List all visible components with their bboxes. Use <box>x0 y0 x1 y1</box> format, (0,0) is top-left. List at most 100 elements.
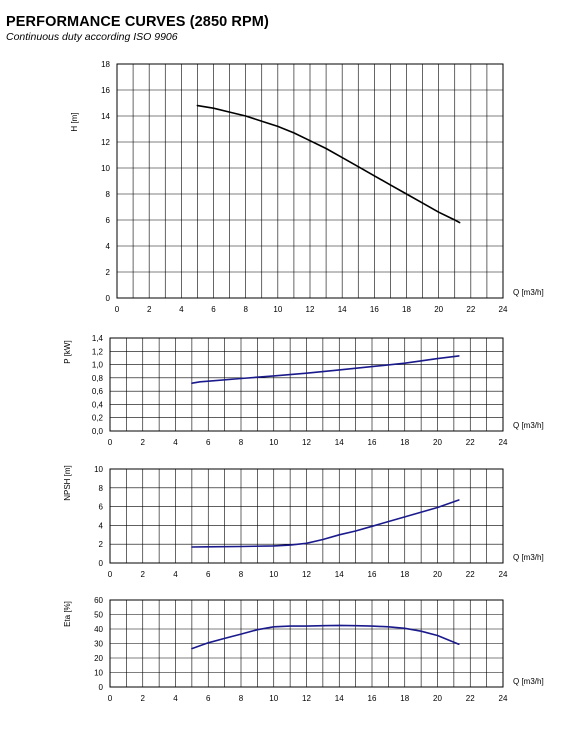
x-tick-label: 8 <box>239 570 244 579</box>
y-tick-label: 0,6 <box>92 387 104 396</box>
x-tick-label: 12 <box>302 694 311 703</box>
x-tick-label: 22 <box>466 438 475 447</box>
x-tick-label: 20 <box>434 305 443 314</box>
y-tick-label: 20 <box>94 654 103 663</box>
x-tick-label: 4 <box>173 570 178 579</box>
chart-power: 0 2 4 6 8 10 12 14 16 18 20 22 240,00,20,40,60,81,01… <box>63 334 544 447</box>
y-tick-label: 6 <box>106 216 111 225</box>
x-tick-label: 18 <box>402 305 411 314</box>
x-tick-label: 14 <box>335 570 344 579</box>
x-tick-label: 12 <box>302 570 311 579</box>
x-tick-label: 8 <box>243 305 248 314</box>
y-tick-label: 12 <box>101 138 110 147</box>
y-axis-label: H [m] <box>70 112 79 131</box>
y-tick-label: 1,0 <box>92 361 104 370</box>
x-tick-label: 12 <box>302 438 311 447</box>
x-tick-label: 16 <box>368 570 377 579</box>
y-tick-label: 10 <box>101 164 110 173</box>
x-tick-label: 16 <box>370 305 379 314</box>
y-tick-label: 0,4 <box>92 400 104 409</box>
x-tick-label: 24 <box>499 305 508 314</box>
x-axis-label: Q [m3/h] <box>513 677 544 686</box>
y-tick-label: 40 <box>94 625 103 634</box>
y-tick-label: 10 <box>94 465 103 474</box>
x-tick-label: 8 <box>239 694 244 703</box>
x-tick-label: 18 <box>400 570 409 579</box>
x-tick-label: 14 <box>335 694 344 703</box>
x-tick-label: 2 <box>141 570 146 579</box>
x-tick-label: 22 <box>466 694 475 703</box>
y-tick-label: 0,0 <box>92 427 104 436</box>
x-axis-label: Q [m3/h] <box>513 421 544 430</box>
x-tick-label: 10 <box>269 570 278 579</box>
y-tick-label: 8 <box>99 484 104 493</box>
x-tick-label: 0 <box>115 305 120 314</box>
y-tick-label: 2 <box>99 540 104 549</box>
x-axis-label: Q [m3/h] <box>513 553 544 562</box>
y-tick-label: 0 <box>106 294 111 303</box>
y-tick-label: 0,2 <box>92 414 104 423</box>
x-tick-label: 24 <box>499 570 508 579</box>
plot-frame <box>109 468 504 564</box>
x-tick-label: 10 <box>269 694 278 703</box>
y-tick-label: 0 <box>99 683 104 692</box>
x-tick-label: 24 <box>499 694 508 703</box>
page-subtitle: Continuous duty according ISO 9906 <box>6 31 178 43</box>
y-tick-label: 30 <box>94 640 103 649</box>
y-axis-label: Eta [%] <box>63 601 72 627</box>
y-tick-label: 14 <box>101 112 110 121</box>
series-line-head <box>196 104 461 224</box>
x-tick-label: 24 <box>499 438 508 447</box>
x-tick-label: 2 <box>147 305 152 314</box>
x-axis-label: Q [m3/h] <box>513 288 544 297</box>
page-title: PERFORMANCE CURVES (2850 RPM) <box>6 14 269 30</box>
x-tick-label: 20 <box>433 570 442 579</box>
x-tick-label: 22 <box>466 305 475 314</box>
series-line-npsh <box>191 499 460 548</box>
y-axis-label: P [kW] <box>63 340 72 363</box>
y-tick-label: 1,2 <box>92 347 104 356</box>
x-tick-label: 20 <box>433 438 442 447</box>
x-tick-label: 8 <box>239 438 244 447</box>
x-tick-label: 16 <box>368 438 377 447</box>
x-tick-label: 4 <box>173 694 178 703</box>
y-tick-label: 60 <box>94 596 103 605</box>
series-line-efficiency <box>191 624 460 650</box>
x-tick-label: 6 <box>206 438 211 447</box>
series-line-power <box>191 355 460 385</box>
y-axis-label: NPSH [m] <box>63 465 72 501</box>
x-tick-label: 4 <box>173 438 178 447</box>
y-tick-label: 8 <box>106 190 111 199</box>
x-tick-label: 12 <box>306 305 315 314</box>
y-tick-label: 18 <box>101 60 110 69</box>
x-tick-label: 6 <box>211 305 216 314</box>
x-tick-label: 6 <box>206 694 211 703</box>
x-tick-label: 22 <box>466 570 475 579</box>
x-tick-label: 16 <box>368 694 377 703</box>
y-tick-label: 4 <box>106 242 111 251</box>
y-tick-label: 16 <box>101 86 110 95</box>
x-tick-label: 0 <box>108 438 113 447</box>
x-tick-label: 4 <box>179 305 184 314</box>
x-tick-label: 14 <box>338 305 347 314</box>
y-tick-label: 0,8 <box>92 374 104 383</box>
y-tick-label: 50 <box>94 611 103 620</box>
x-tick-label: 10 <box>273 305 282 314</box>
x-tick-label: 0 <box>108 694 113 703</box>
y-tick-label: 4 <box>99 521 104 530</box>
x-tick-label: 2 <box>141 438 146 447</box>
plot-frame <box>109 599 504 688</box>
y-tick-label: 1,4 <box>92 334 104 343</box>
plot-frame <box>109 337 504 432</box>
x-tick-label: 0 <box>108 570 113 579</box>
x-tick-label: 10 <box>269 438 278 447</box>
plot-frame <box>116 63 504 299</box>
y-tick-label: 10 <box>94 669 103 678</box>
x-tick-label: 18 <box>400 694 409 703</box>
x-tick-label: 20 <box>433 694 442 703</box>
y-tick-label: 2 <box>106 268 111 277</box>
